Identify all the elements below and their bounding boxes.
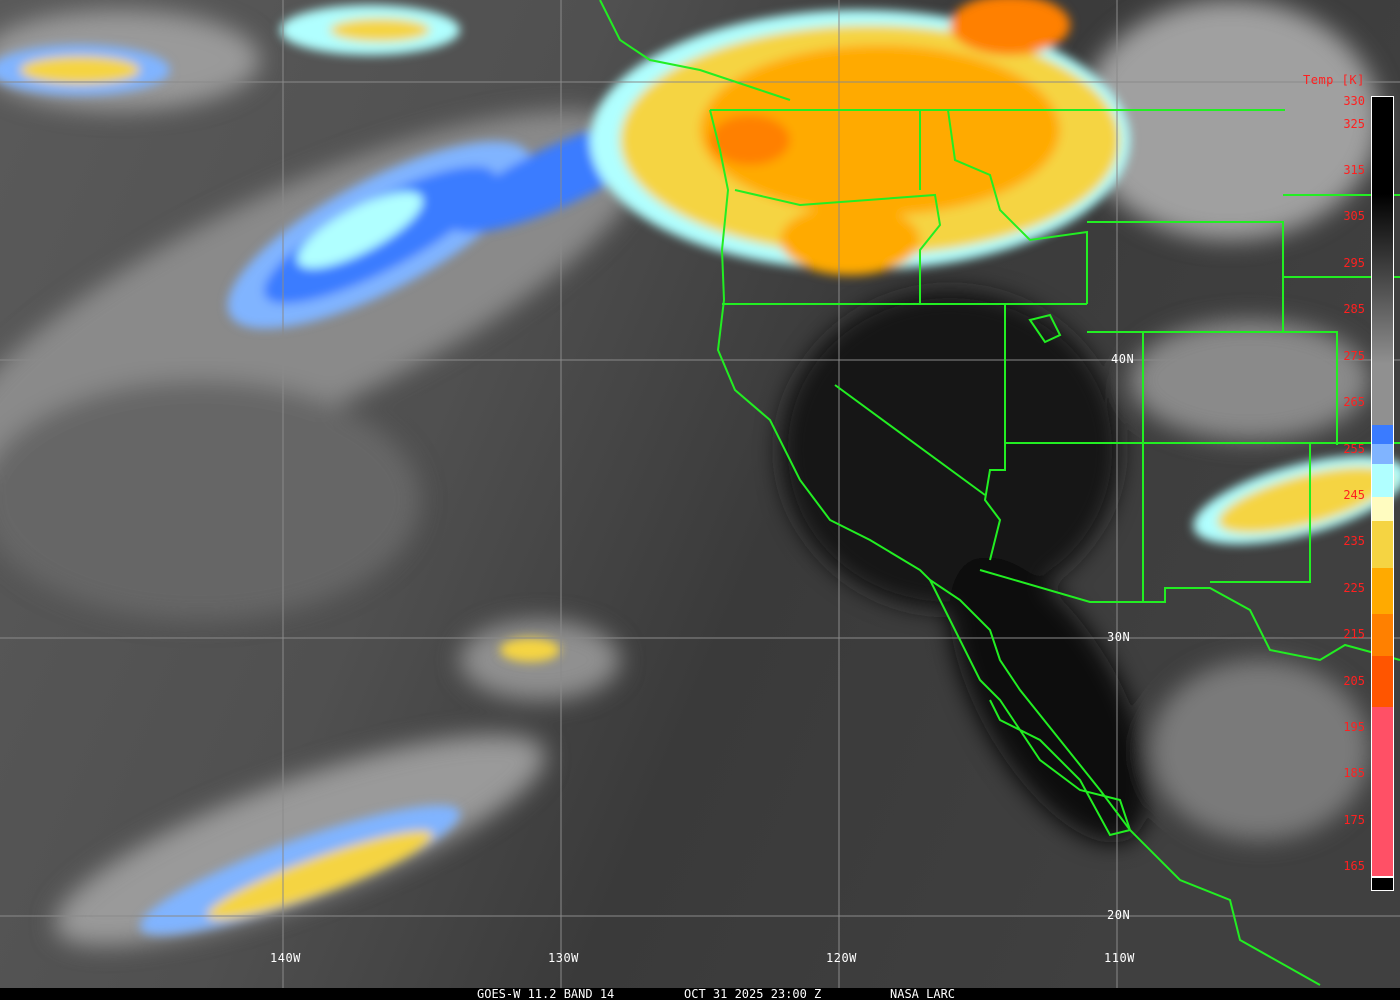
longitude-label-110w: 110W [1104,951,1135,965]
colorbar-tick-label: 330 [1343,94,1365,108]
colorbar-tick-label: 215 [1343,627,1365,641]
colorbar-tick-label: 255 [1343,442,1365,456]
colorbar-tick-label: 235 [1343,534,1365,548]
latitude-label-40n: 40N [1111,352,1135,366]
latitude-label-30n: 30N [1107,630,1131,644]
colorbar-tick-label: 245 [1343,488,1365,502]
longitude-label-130w: 130W [548,951,579,965]
cold-cloud-tops [0,0,1400,935]
colorbar-tick-label: 185 [1343,766,1365,780]
colorbar-title: Temp [K] [1303,73,1365,87]
colorbar-tick-label: 305 [1343,209,1365,223]
longitude-label-140w: 140W [270,951,301,965]
colorbar-tick-label: 175 [1343,813,1365,827]
source-label: NASA LARC [890,987,956,1000]
colorbar-tick-label: 195 [1343,720,1365,734]
timestamp: OCT 31 2025 23:00 Z [684,987,822,1000]
satellite-band-label: GOES-W 11.2 BAND 14 [477,987,615,1000]
colorbar-tick-label: 265 [1343,395,1365,409]
colorbar-tick-label: 165 [1343,859,1365,873]
latitude-label-20n: 20N [1107,908,1131,922]
colorbar-tick-label: 295 [1343,256,1365,270]
longitude-label-120w: 120W [826,951,857,965]
colorbar-tick-label: 205 [1343,674,1365,688]
colorbar-tick-label: 225 [1343,581,1365,595]
colorbar-tick-label: 275 [1343,349,1365,363]
political-borders [599,0,1400,986]
colorbar-tick-label: 325 [1343,117,1365,131]
colorbar-tick-label: 315 [1343,163,1365,177]
temperature-colorbar [1371,96,1394,891]
colorbar-tick-label: 285 [1343,302,1365,316]
caption-bar: GOES-W 11.2 BAND 14 OCT 31 2025 23:00 Z … [0,988,1400,1000]
